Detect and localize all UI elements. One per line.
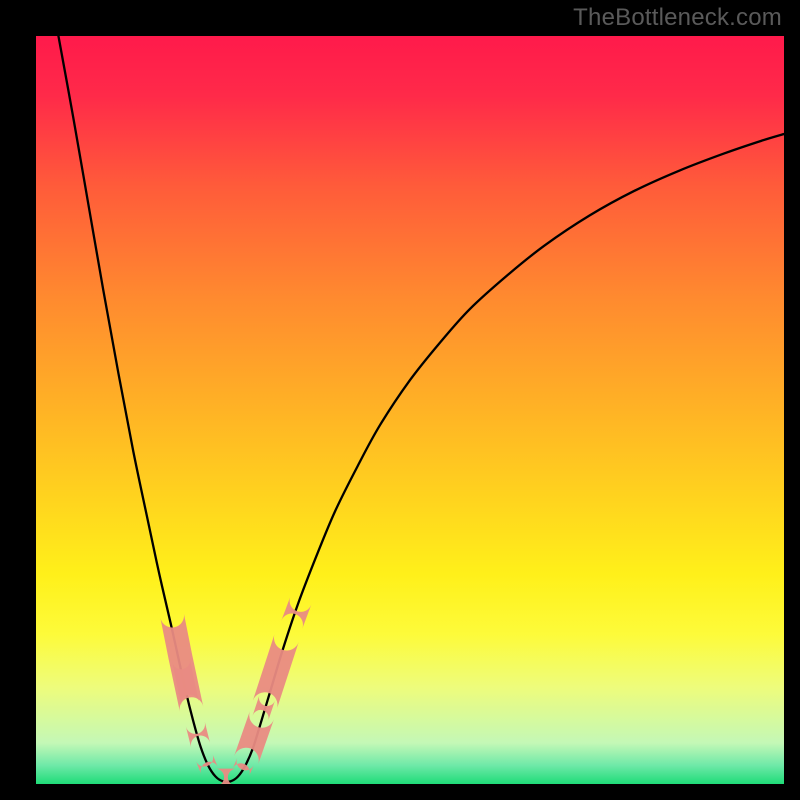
marker-segment: [234, 711, 274, 764]
marker-segment: [196, 754, 218, 774]
plot-area: [36, 36, 784, 784]
marker-segment: [186, 722, 210, 748]
bottleneck-curve: [58, 36, 784, 782]
curve-layer: [36, 36, 784, 784]
bottleneck-chart: TheBottleneck.com: [0, 0, 800, 800]
marker-segment: [233, 758, 254, 776]
data-point-markers: [160, 597, 311, 784]
watermark-text: TheBottleneck.com: [573, 4, 782, 32]
marker-segment: [253, 634, 299, 708]
marker-segment: [253, 695, 275, 720]
marker-segment: [281, 597, 311, 629]
marker-segment: [216, 769, 237, 784]
